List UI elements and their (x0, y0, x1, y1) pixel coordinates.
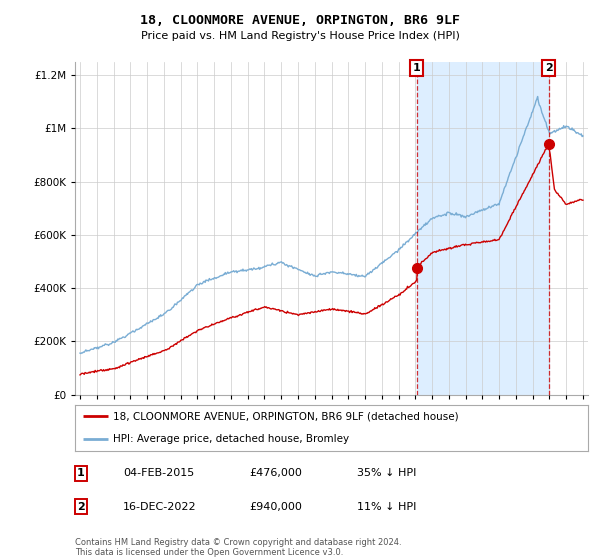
Text: HPI: Average price, detached house, Bromley: HPI: Average price, detached house, Brom… (113, 435, 350, 444)
Text: 18, CLOONMORE AVENUE, ORPINGTON, BR6 9LF (detached house): 18, CLOONMORE AVENUE, ORPINGTON, BR6 9LF… (113, 412, 459, 421)
Text: 11% ↓ HPI: 11% ↓ HPI (357, 502, 416, 512)
Text: £940,000: £940,000 (249, 502, 302, 512)
Text: £476,000: £476,000 (249, 468, 302, 478)
Text: 04-FEB-2015: 04-FEB-2015 (123, 468, 194, 478)
Text: 1: 1 (413, 63, 421, 73)
Text: 16-DEC-2022: 16-DEC-2022 (123, 502, 197, 512)
Text: 18, CLOONMORE AVENUE, ORPINGTON, BR6 9LF: 18, CLOONMORE AVENUE, ORPINGTON, BR6 9LF (140, 14, 460, 27)
Text: Price paid vs. HM Land Registry's House Price Index (HPI): Price paid vs. HM Land Registry's House … (140, 31, 460, 41)
Text: 35% ↓ HPI: 35% ↓ HPI (357, 468, 416, 478)
Text: Contains HM Land Registry data © Crown copyright and database right 2024.
This d: Contains HM Land Registry data © Crown c… (75, 538, 401, 557)
Text: 1: 1 (77, 468, 85, 478)
Bar (417, 62, 549, 395)
Text: 2: 2 (545, 63, 553, 73)
Text: 2: 2 (77, 502, 85, 512)
